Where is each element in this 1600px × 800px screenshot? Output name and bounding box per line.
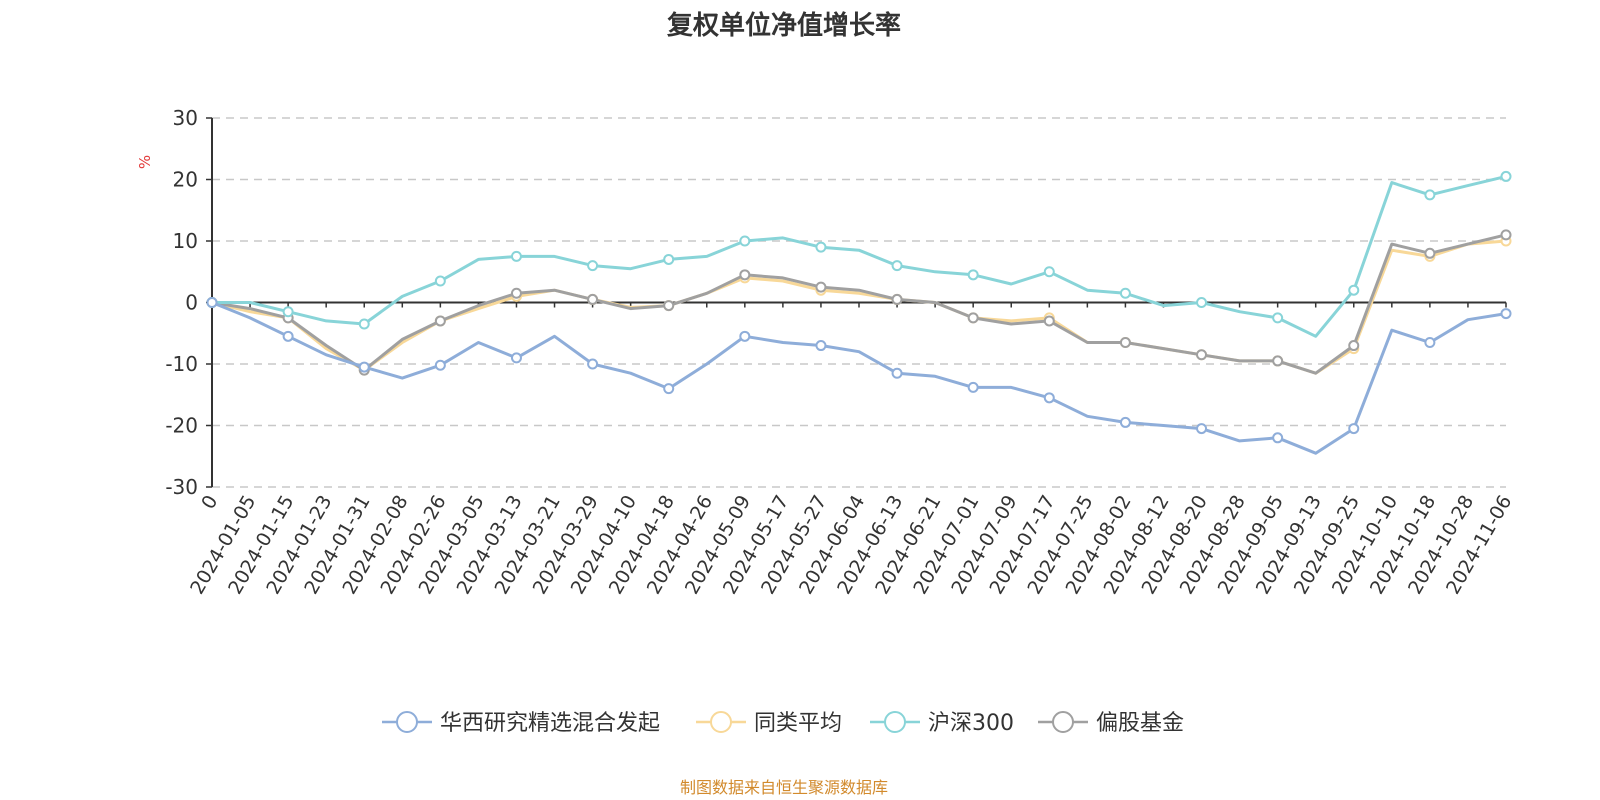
data-point <box>1272 355 1284 367</box>
data-point <box>1196 349 1208 361</box>
series-line-2 <box>212 174 1507 338</box>
y-tick-label: 30 <box>173 106 198 130</box>
data-point <box>815 340 827 352</box>
data-point <box>358 318 370 330</box>
data-point <box>663 300 675 312</box>
data-point <box>815 281 827 293</box>
data-point <box>587 293 599 305</box>
y-axis-unit: % <box>136 155 154 169</box>
legend-item-0[interactable]: 华西研究精选混合发起 <box>382 711 660 736</box>
data-point <box>739 269 751 281</box>
y-tick-label: -10 <box>165 352 198 376</box>
legend-label: 偏股基金 <box>1096 711 1184 736</box>
legend-marker <box>1052 711 1074 733</box>
legend-item-1[interactable]: 同类平均 <box>696 711 842 736</box>
data-point <box>587 260 599 272</box>
data-point <box>1272 432 1284 444</box>
data-point <box>967 381 979 393</box>
data-point <box>1500 170 1512 182</box>
series-lines <box>206 170 1512 455</box>
data-point <box>815 241 827 253</box>
data-point <box>206 297 218 308</box>
legend-marker <box>710 711 732 733</box>
chart-title: 复权单位净值增长率 <box>667 10 901 41</box>
y-tick-label: 10 <box>173 229 198 253</box>
legend-item-3[interactable]: 偏股基金 <box>1038 711 1184 736</box>
data-point <box>1272 312 1284 324</box>
data-point <box>1424 189 1436 201</box>
data-point <box>282 330 294 342</box>
data-point <box>1119 336 1131 348</box>
data-point <box>739 235 751 247</box>
data-point <box>434 359 446 371</box>
y-tick-label: -20 <box>165 414 198 438</box>
data-point <box>891 293 903 305</box>
data-point <box>1348 340 1360 352</box>
data-point <box>510 287 522 299</box>
data-point <box>739 330 751 342</box>
data-point <box>1196 297 1208 308</box>
data-point <box>282 306 294 318</box>
data-point <box>891 367 903 379</box>
legend-label: 同类平均 <box>754 711 842 736</box>
series-line-0 <box>211 301 1507 455</box>
data-point <box>1348 423 1360 435</box>
y-tick-label: 20 <box>173 168 198 192</box>
data-point <box>510 352 522 364</box>
y-tick-label: -30 <box>165 475 198 499</box>
legend[interactable]: 华西研究精选混合发起 同类平均 沪深300 偏股基金 <box>382 711 1184 736</box>
data-point <box>1500 308 1512 320</box>
grid <box>212 117 1506 488</box>
data-point <box>663 253 675 265</box>
data-point <box>967 269 979 281</box>
data-point <box>967 312 979 324</box>
data-point <box>1500 229 1512 241</box>
data-point <box>663 383 675 395</box>
data-point <box>358 361 370 373</box>
legend-item-2[interactable]: 沪深300 <box>870 711 1014 736</box>
data-point <box>891 260 903 272</box>
data-point <box>1043 266 1055 278</box>
data-point <box>1348 284 1360 296</box>
legend-marker <box>396 711 418 733</box>
data-point <box>1043 392 1055 404</box>
series-line-3 <box>211 233 1507 375</box>
y-tick-label: 0 <box>185 291 198 315</box>
legend-label: 华西研究精选混合发起 <box>440 711 660 736</box>
data-point <box>587 358 599 370</box>
data-point <box>434 275 446 287</box>
data-point <box>1043 315 1055 327</box>
legend-marker <box>884 711 906 733</box>
data-point <box>1196 423 1208 435</box>
data-source-note: 制图数据来自恒生聚源数据库 <box>680 778 888 797</box>
data-point <box>1424 247 1436 259</box>
data-point <box>1424 336 1436 348</box>
data-point <box>434 315 446 327</box>
x-tick-label: 0 <box>197 492 222 513</box>
legend-label: 沪深300 <box>928 711 1014 736</box>
data-point <box>1119 287 1131 299</box>
data-point <box>510 250 522 262</box>
data-point <box>1119 416 1131 428</box>
